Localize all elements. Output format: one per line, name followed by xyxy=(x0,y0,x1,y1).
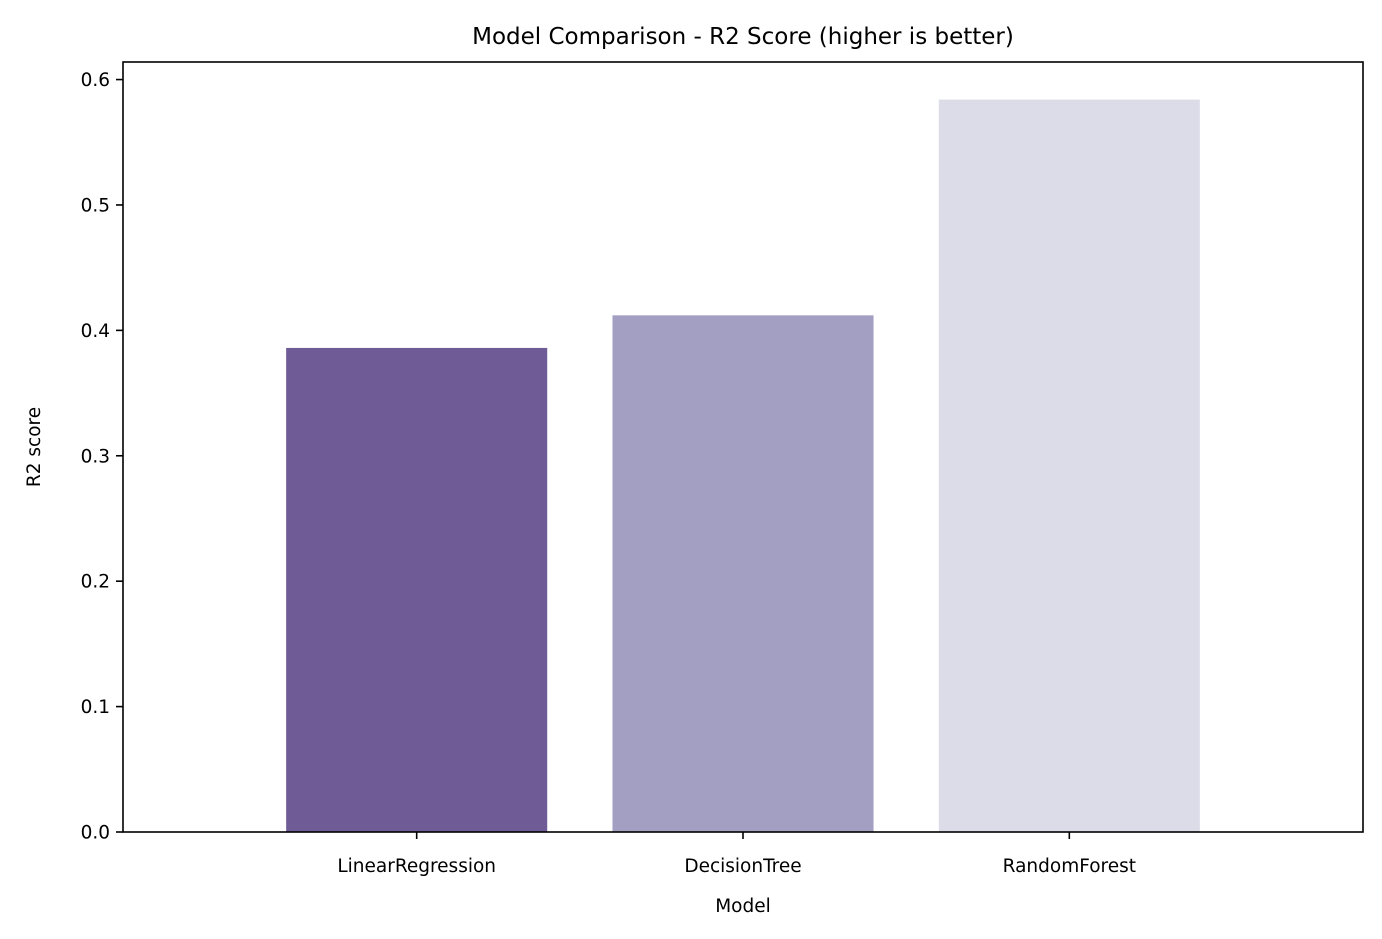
chart-title: Model Comparison - R2 Score (higher is b… xyxy=(472,24,1014,50)
y-axis-ticks: 0.0 0.1 0.2 0.3 0.4 0.5 0.6 xyxy=(81,70,123,844)
x-tick-label: LinearRegression xyxy=(337,856,496,877)
plot-frame xyxy=(122,61,1364,833)
y-axis-label: R2 score xyxy=(24,407,45,487)
x-axis-ticks: LinearRegression DecisionTree RandomForest xyxy=(337,832,1136,877)
y-tick-label: 0.1 xyxy=(81,697,110,718)
bars-group xyxy=(286,99,1200,833)
x-axis-label: Model xyxy=(715,896,771,917)
x-tick-label: DecisionTree xyxy=(684,856,801,877)
bar-decisiontree xyxy=(612,315,874,832)
bar-randomforest xyxy=(938,99,1200,833)
y-tick-label: 0.4 xyxy=(81,321,110,342)
bar-linearregression xyxy=(286,347,548,832)
y-tick-label: 0.2 xyxy=(81,572,110,593)
y-tick-label: 0.6 xyxy=(81,70,110,91)
y-tick-label: 0.5 xyxy=(81,195,110,216)
y-tick-label: 0.3 xyxy=(81,446,110,467)
y-tick-label: 0.0 xyxy=(81,823,110,844)
x-tick-label: RandomForest xyxy=(1003,856,1136,877)
